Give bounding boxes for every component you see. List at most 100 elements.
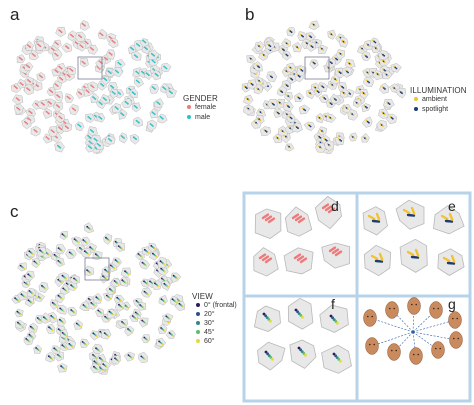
panel-c-cluster-point	[70, 345, 73, 347]
panel-b-cluster-point	[382, 60, 385, 63]
panel-c-cluster-point	[166, 316, 169, 319]
panel-a-cluster-point	[78, 124, 81, 127]
panel-a-cluster-cell	[36, 99, 49, 110]
panel-a-cluster-point	[119, 93, 122, 95]
panel-c-cluster-point	[62, 234, 65, 237]
panel-c-cluster-point	[159, 341, 162, 344]
panel-c-cluster-point	[144, 281, 147, 284]
panel-c-cluster-point	[151, 246, 154, 248]
panel-c-cluster-point	[121, 248, 124, 251]
panel-c-cluster-point	[35, 347, 37, 349]
panel-c-cluster-point	[121, 306, 124, 309]
panel-c-cluster-point	[150, 281, 153, 284]
panel-c-cluster-point	[79, 247, 81, 249]
panel-b-cluster-point	[284, 52, 287, 55]
panel-a-cluster-point	[112, 86, 115, 89]
panel-c-cluster-point	[33, 260, 36, 263]
panel-a-cluster-point	[59, 76, 61, 79]
panel-b-cluster-point	[286, 54, 289, 57]
legend-a-title: GENDER	[183, 94, 218, 103]
panel-a-cluster-point	[94, 138, 97, 141]
panel-c-cluster-point	[97, 349, 100, 352]
panel-b-cluster-point	[383, 113, 386, 116]
panel-c-cluster-point	[32, 253, 34, 256]
panel-b-cluster-point	[251, 58, 253, 61]
panel-c-cluster-cell	[89, 330, 100, 341]
panel-f-point	[264, 350, 268, 354]
panel-d-point	[293, 253, 302, 260]
panel-b-cluster-point	[367, 80, 369, 83]
panel-c-cluster-point	[60, 296, 62, 299]
panel-b-cluster-point	[319, 136, 322, 139]
panel-b-cluster-point	[335, 79, 338, 82]
panel-a-cluster-point	[99, 32, 102, 35]
panel-b-cluster-point	[303, 108, 305, 111]
panel-a-cluster-point	[151, 111, 154, 114]
panel-b-cluster-cell	[335, 49, 345, 61]
panel-b-cluster-point	[317, 134, 319, 137]
panel-c-cluster-point	[120, 247, 122, 250]
panel-c-cluster-point	[65, 277, 67, 280]
panel-c-cluster-point	[141, 306, 144, 308]
panel-b-cluster-point	[368, 121, 370, 124]
panel-c-cluster-point	[95, 367, 98, 370]
panel-c-cluster-point	[81, 341, 84, 343]
panel-a-cluster-point	[56, 71, 59, 73]
panel-b-cluster-point	[383, 69, 386, 71]
panel-b-cluster-point	[289, 66, 292, 69]
panel-a-cluster-point	[153, 113, 156, 116]
panel-c-cluster-point	[174, 300, 176, 303]
panel-b-cluster-point	[286, 94, 288, 96]
panel-b-cluster-point	[257, 65, 259, 68]
panel-a-cluster-point	[65, 126, 68, 129]
panel-c-cluster-point	[23, 275, 26, 278]
panel-b-cluster-point	[312, 23, 315, 26]
panel-c-cluster-point	[65, 236, 67, 239]
legend-label-female: female	[195, 104, 217, 111]
panel-c-cluster-point	[131, 357, 134, 359]
panel-c-cluster-point	[119, 304, 121, 307]
panel-c-cluster-point	[71, 285, 74, 287]
panel-a-cluster-cell	[129, 133, 140, 145]
panel-c-cluster-point	[20, 324, 23, 327]
panel-b-cluster-point	[259, 119, 262, 122]
panel-c-cluster-point	[28, 300, 31, 303]
panel-c-cluster-point	[32, 327, 35, 330]
panel-a-cluster-point	[21, 58, 23, 61]
panel-a-cluster-point	[85, 41, 88, 44]
panel-c-cluster-point	[168, 332, 171, 334]
panel-c-cluster-point	[167, 317, 170, 320]
panel-c-cluster-point	[95, 362, 98, 365]
panel-c-cluster-point	[111, 312, 113, 315]
panel-b-cluster-point	[321, 47, 323, 50]
panel-c-cluster-point	[70, 284, 72, 286]
panel-a-cluster-point	[102, 97, 105, 99]
panel-a-cluster-point	[156, 74, 159, 77]
panel-a-cluster-point	[108, 51, 111, 54]
panel-b-cluster-point	[366, 43, 368, 45]
panel-c-cluster-point	[44, 287, 47, 290]
panel-c-cluster-point	[157, 285, 160, 288]
panel-a-cluster-point	[141, 70, 143, 73]
panel-b-cluster-point	[314, 40, 317, 43]
panel-a-cluster-cell	[75, 121, 85, 132]
panel-b-cluster-point	[288, 29, 291, 32]
panel-a-cluster-point	[15, 97, 18, 99]
panel-a-cluster-point	[91, 47, 93, 50]
panel-b-cluster-point	[381, 86, 384, 88]
panel-b-cluster-point	[395, 67, 398, 70]
panel-a-cluster-point	[79, 35, 81, 38]
legend-dot-spotlight	[414, 107, 418, 112]
panel-c-cluster-point	[121, 279, 124, 282]
panel-b-cluster-point	[382, 68, 384, 70]
panel-c-cluster-point	[22, 266, 24, 269]
panel-c-cluster-point	[103, 276, 105, 278]
panel-a-cluster-point	[121, 113, 124, 116]
panel-a-cluster-point	[149, 123, 152, 125]
panel-b-cluster-point	[250, 83, 253, 85]
panel-c-cluster-point	[28, 250, 31, 253]
panel-c-cluster-point	[150, 245, 153, 247]
panel-c-cluster-point	[115, 260, 118, 262]
panel-c-cluster-point	[57, 247, 60, 250]
panel-b-cluster-point	[340, 53, 343, 56]
